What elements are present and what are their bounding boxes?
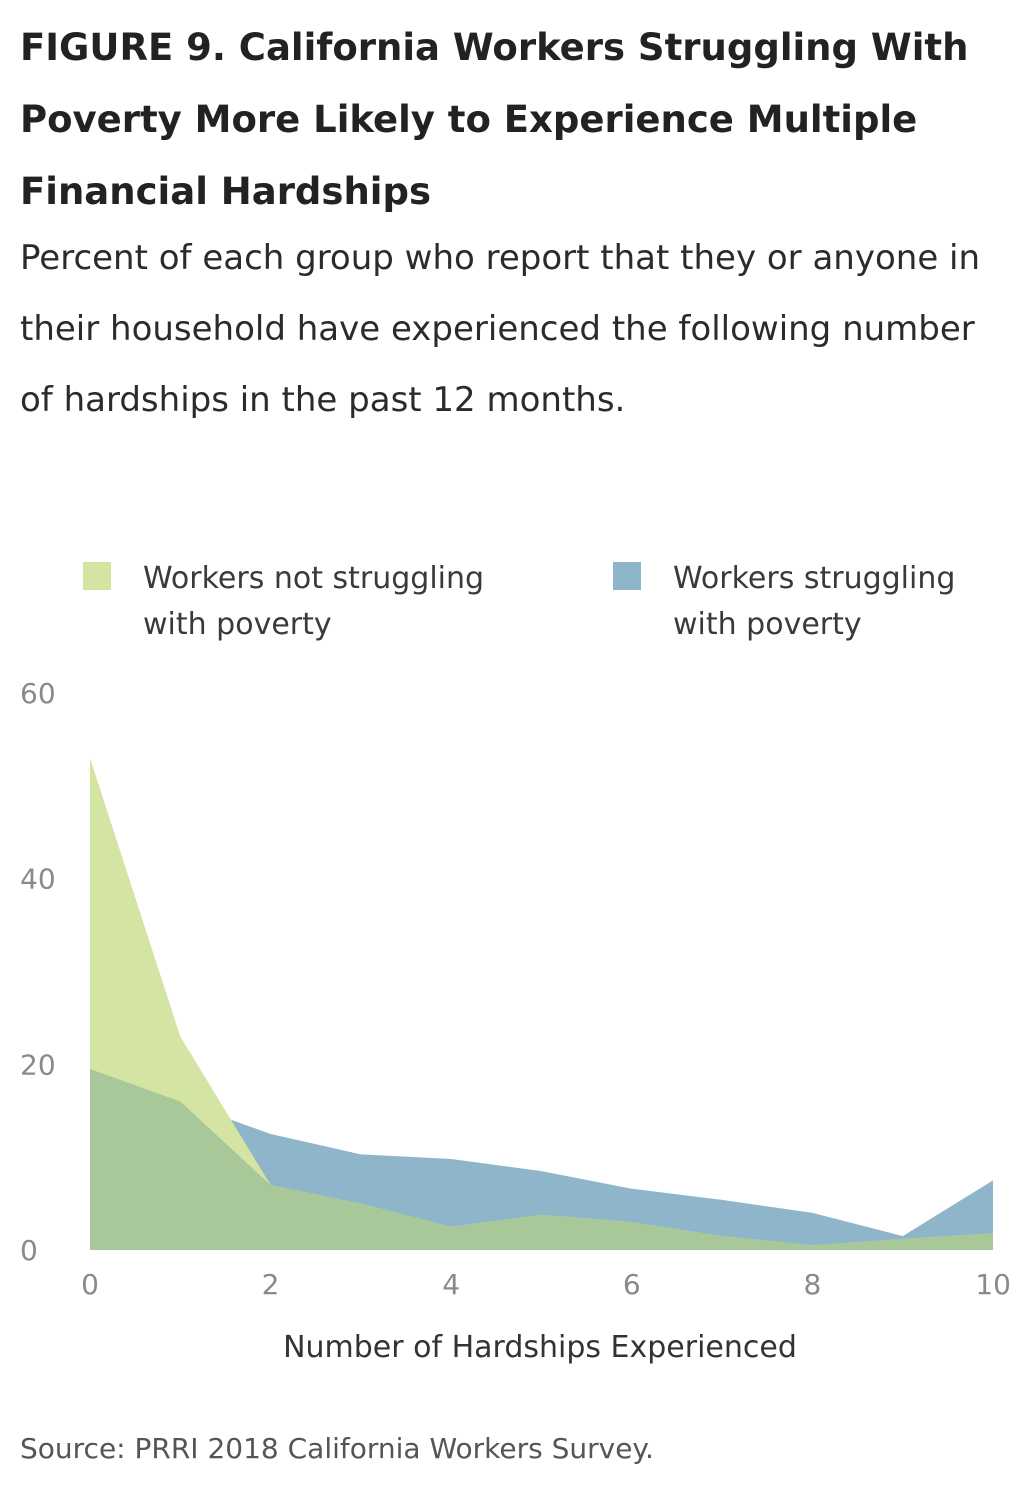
legend-label-struggling: Workers struggling with poverty	[673, 561, 956, 642]
legend-item-not-struggling: Workers not struggling with poverty	[83, 556, 543, 656]
legend-item-struggling: Workers struggling with poverty	[613, 556, 1013, 656]
y-axis-ticks: 0 20 40 60	[20, 677, 56, 1267]
y-tick-label: 0	[20, 1234, 38, 1267]
x-tick-label: 8	[803, 1268, 821, 1301]
x-axis-label: Number of Hardships Experienced	[283, 1330, 797, 1365]
y-tick-label: 60	[20, 677, 56, 710]
y-tick-label: 20	[20, 1048, 56, 1081]
x-tick-label: 6	[623, 1268, 641, 1301]
x-tick-label: 10	[975, 1268, 1011, 1301]
chart-areas	[90, 757, 993, 1250]
x-axis-ticks: 0 2 4 6 8 10	[81, 1268, 1011, 1301]
y-tick-label: 40	[20, 863, 56, 896]
chart-title: FIGURE 9. California Workers Struggling …	[20, 26, 969, 213]
x-tick-label: 0	[81, 1268, 99, 1301]
chart-subtitle: Percent of each group who report that th…	[20, 238, 981, 420]
x-tick-label: 2	[262, 1268, 280, 1301]
x-tick-label: 4	[442, 1268, 460, 1301]
area-chart: 0 20 40 60 0 2 4 6 8 10 Number of Hardships Expe…	[20, 677, 1011, 1365]
legend-swatch-struggling	[613, 562, 641, 590]
legend-label-not-struggling: Workers not struggling with poverty	[143, 561, 485, 642]
source-note: Source: PRRI 2018 California Workers Sur…	[20, 1432, 654, 1465]
legend-swatch-not-struggling	[83, 562, 111, 590]
area-overlap	[90, 1068, 993, 1250]
